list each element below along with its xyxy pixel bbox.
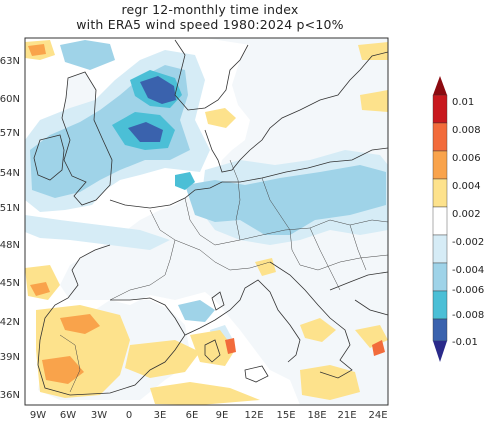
lat-label: 39N: [0, 352, 20, 363]
colorbar-segment: [432, 94, 448, 124]
latitude-axis: 63N 60N 57N 54N 51N 48N 45N 42N 39N 36N: [0, 56, 20, 401]
lat-label: 42N: [0, 317, 20, 328]
lat-label: 60N: [0, 94, 20, 105]
colorbar-label: 0.004: [452, 181, 481, 192]
lon-label: 3W: [91, 410, 107, 421]
lat-label: 51N: [0, 203, 20, 214]
lon-label: 15E: [276, 410, 295, 421]
colorbar-segment: [432, 318, 448, 342]
colorbar-label: -0.006: [452, 285, 484, 296]
colorbar-label: 0.01: [452, 97, 474, 108]
lat-label: 63N: [0, 56, 20, 67]
colorbar-segment: [432, 122, 448, 152]
coastlines: [33, 39, 389, 396]
colorbar-segment: [432, 234, 448, 264]
negative-trend-areas: [25, 40, 388, 346]
lat-label: 54N: [0, 168, 20, 179]
colorbar-segment: [432, 206, 448, 236]
lon-label: 18E: [307, 410, 326, 421]
country-borders: [59, 159, 389, 393]
colorbar-label: 0.008: [452, 125, 481, 136]
colorbar-segment: [432, 150, 448, 180]
colorbar-label: -0.008: [452, 310, 484, 321]
lon-label: 3E: [154, 410, 167, 421]
colorbar-label: -0.002: [452, 237, 484, 248]
colorbar: 0.01 0.008 0.006 0.004 0.002 -0.002 -0.0…: [432, 76, 484, 362]
map-title-line-2: with ERA5 wind speed 1980:2024 p<10%: [76, 17, 344, 32]
lon-label: 12E: [244, 410, 263, 421]
colorbar-label: -0.01: [452, 337, 478, 348]
lon-label: 9W: [30, 410, 46, 421]
lon-label: 24E: [368, 410, 387, 421]
map-frame: [24, 37, 389, 406]
map-title-line-1: regr 12-monthly time index: [121, 2, 299, 17]
lat-label: 45N: [0, 278, 20, 289]
colorbar-bottom-triangle: [433, 341, 447, 362]
lat-label: 48N: [0, 240, 20, 251]
colorbar-segment: [432, 290, 448, 320]
lon-label: 9E: [216, 410, 229, 421]
map-panel: [24, 37, 389, 406]
colorbar-top-triangle: [433, 76, 447, 95]
colorbar-segment: [432, 262, 448, 292]
lon-label: 0: [126, 410, 132, 421]
lat-label: 36N: [0, 390, 20, 401]
positive-trend-areas: [25, 40, 388, 405]
lat-label: 57N: [0, 128, 20, 139]
lon-label: 21E: [337, 410, 356, 421]
lon-label: 6W: [60, 410, 76, 421]
colorbar-label: 0.002: [452, 209, 481, 220]
colorbar-label: -0.004: [452, 265, 484, 276]
colorbar-segment: [432, 178, 448, 208]
lon-label: 6E: [186, 410, 199, 421]
longitude-axis: 9W 6W 3W 0 3E 6E 9E 12E 15E 18E 21E 24E: [30, 410, 388, 421]
colorbar-label: 0.006: [452, 153, 481, 164]
